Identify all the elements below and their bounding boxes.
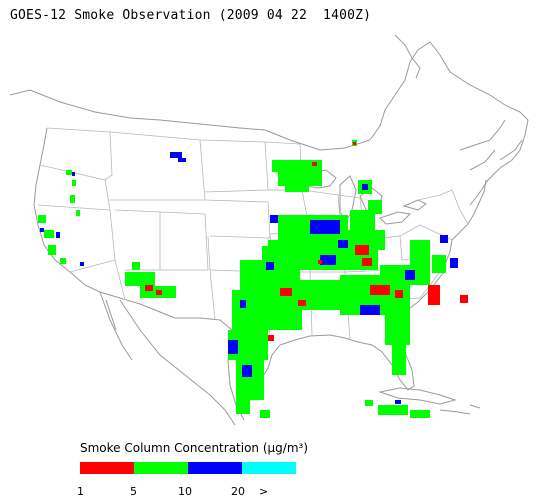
baja-peninsula — [99, 291, 133, 361]
smoke-north-central — [272, 160, 322, 192]
hudson-bay-coast — [394, 34, 421, 79]
smoke-caribbean — [365, 400, 430, 418]
smoke-layer — [38, 140, 468, 418]
legend-swatch-1-5 — [80, 462, 134, 474]
smoke-ontario-red — [353, 142, 356, 145]
smoke-southeast — [340, 265, 430, 375]
smoke-caribbean-blue — [395, 400, 401, 404]
legend-swatch-20-plus — [242, 462, 296, 474]
smoke-southeast-blue — [360, 270, 415, 315]
smoke-west-coast — [38, 170, 80, 264]
maritimes-coast — [459, 119, 523, 171]
smoke-central-red — [318, 245, 372, 266]
legend-tick-1: 1 — [77, 485, 84, 498]
legend-tick-10: 10 — [178, 485, 192, 498]
legend-tick-greater: > — [259, 485, 269, 498]
smoke-south-texas — [236, 400, 270, 418]
smoke-southwest-red — [145, 285, 162, 295]
legend-tick-5: 5 — [130, 485, 137, 498]
smoke-coastal-red — [428, 285, 468, 305]
mexico-coast — [119, 299, 245, 426]
map-title: GOES-12 Smoke Observation (2009 04 22 14… — [10, 8, 372, 23]
cuba — [378, 387, 457, 405]
legend-title: Smoke Column Concentration (μg/m³) — [80, 441, 308, 455]
smoke-southwest — [125, 262, 176, 298]
caribbean-islands — [439, 404, 481, 415]
smoke-north-red — [312, 162, 317, 166]
smoke-central-blue — [270, 215, 348, 265]
canada-coastline — [9, 41, 529, 206]
smoke-map — [9, 34, 529, 426]
legend-swatch-5-10 — [134, 462, 188, 474]
smoke-mid-atlantic-blue — [440, 235, 458, 268]
legend-color-bar — [80, 462, 296, 474]
smoke-south-blue — [228, 262, 274, 377]
legend-swatch-10-20 — [188, 462, 242, 474]
smoke-southeast-red — [370, 285, 403, 298]
smoke-montana — [170, 152, 186, 162]
smoke-great-lakes-blue — [362, 184, 368, 190]
smoke-west-coast-blue — [40, 172, 84, 266]
legend-tick-20: 20 — [231, 485, 245, 498]
smoke-south-red — [268, 288, 306, 341]
smoke-mid-atlantic — [410, 240, 446, 273]
